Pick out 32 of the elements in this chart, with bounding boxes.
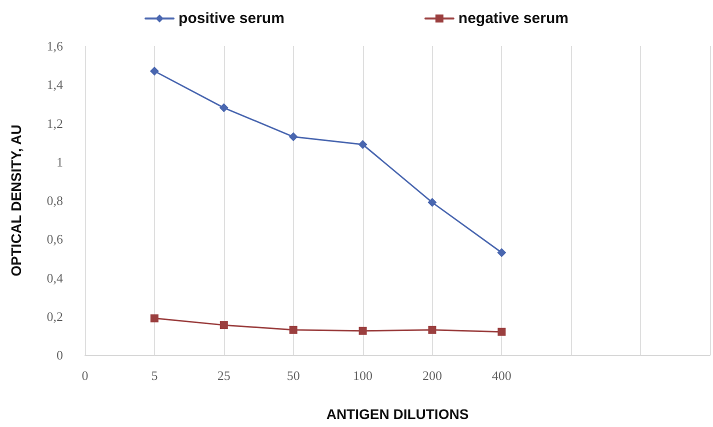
x-tick-label: 400 xyxy=(492,368,512,383)
x-tick-label: 100 xyxy=(353,368,373,383)
point xyxy=(288,132,298,142)
x-axis-title: ANTIGEN DILUTIONS xyxy=(326,406,469,422)
legend-label: negative serum xyxy=(458,10,568,27)
point xyxy=(219,103,228,112)
x-tick-label: 50 xyxy=(286,368,300,383)
x-tick-label: 25 xyxy=(217,368,230,383)
point xyxy=(150,66,159,76)
point xyxy=(358,326,367,335)
x-tick-label: 200 xyxy=(422,368,442,383)
point xyxy=(220,321,228,330)
point xyxy=(497,248,506,258)
point xyxy=(498,328,506,336)
y-tick-label: 0,8 xyxy=(46,193,63,208)
y-tick-label: 0 xyxy=(56,348,63,362)
y-tick-label: 0,6 xyxy=(46,232,64,247)
y-tick-label: 0,2 xyxy=(46,308,63,324)
y-tick-label: 1,4 xyxy=(46,77,64,92)
point xyxy=(428,326,436,334)
legend-label: positive serum xyxy=(178,10,284,27)
point xyxy=(358,140,368,149)
y-tick-label: 1,2 xyxy=(46,116,63,131)
x-tick-label: 5 xyxy=(151,368,158,383)
point xyxy=(289,326,298,334)
y-axis-title: OPTICAL DENSITY, AU xyxy=(8,124,24,276)
point xyxy=(150,314,158,322)
y-tick-label: 1 xyxy=(56,154,63,170)
y-tick-label: 0,4 xyxy=(46,270,64,286)
y-tick-label: 1,6 xyxy=(46,38,64,54)
point xyxy=(428,198,437,207)
x-tick-label: 0 xyxy=(82,368,88,383)
